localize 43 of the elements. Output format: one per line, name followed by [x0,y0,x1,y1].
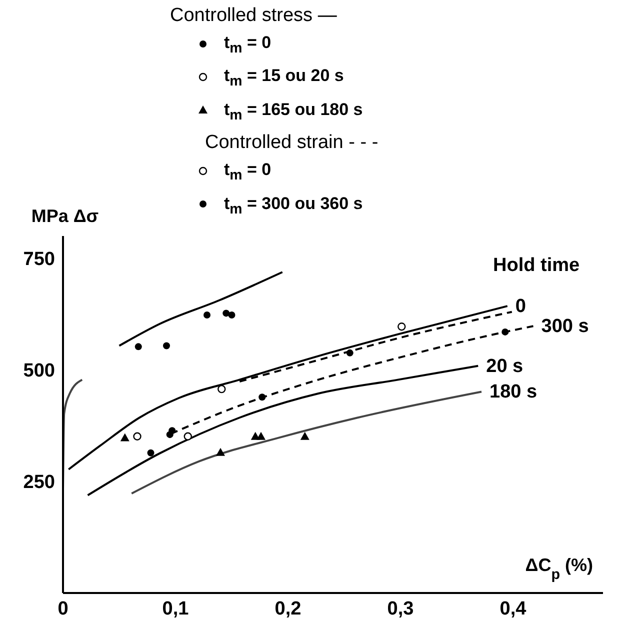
x-axis-title: ΔC$_{p}$ (%) [525,555,593,583]
x-tick-label: 0 [58,598,68,620]
series-label: 300 s [541,316,589,338]
point [134,343,142,350]
series-label: 20 s [486,356,524,377]
point [502,328,509,336]
point [216,448,225,456]
point [218,384,226,394]
y-tick-label: 500 [23,360,55,382]
point [222,310,230,317]
line-series [130,390,482,494]
x-tick-label: 0,1 [162,598,190,620]
legend-label: t$_{m}$ = 0 [224,160,272,184]
annotation: Hold time [493,255,580,277]
point [300,432,310,440]
legend-label: t$_{m}$ = 300 ou 360 s [224,194,363,217]
text: Controlled strain - - - [205,131,378,156]
series-label: 180 s [490,382,538,403]
line-series [86,364,480,496]
point [120,433,130,442]
point [346,349,354,356]
point [228,311,236,318]
point [163,342,170,350]
legend-label: t$_{m}$ = 165 ou 180 s [224,100,363,124]
point [256,432,266,440]
line-series [118,271,284,347]
point [398,322,406,331]
x-tick-label: 0,3 [387,598,414,620]
point [133,432,142,440]
legend-label: t$_{m}$ = 0 [224,33,272,56]
legend-label: t$_{m}$ = 15 ou 20 s [224,66,344,90]
point [258,394,266,401]
y-tick-label: 250 [23,472,55,494]
y-tick-label: 750 [23,249,55,270]
y-axis-title: MPa Δσ [31,206,99,226]
text: Controlled stress — [170,4,338,28]
point [168,427,176,434]
series-label: 0 [515,296,526,318]
x-tick-label: 0,2 [274,598,302,620]
point [184,432,192,440]
point [204,311,210,318]
x-tick-label: 0,4 [500,598,527,620]
point [147,449,154,456]
